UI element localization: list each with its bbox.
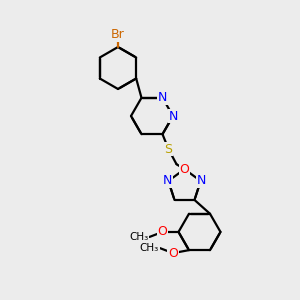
Text: O: O xyxy=(180,163,189,176)
Text: O: O xyxy=(168,247,178,260)
Text: O: O xyxy=(158,225,167,239)
Text: CH₃: CH₃ xyxy=(140,243,159,253)
Text: Br: Br xyxy=(111,28,125,41)
Text: N: N xyxy=(197,174,206,188)
Text: S: S xyxy=(164,143,172,156)
Text: N: N xyxy=(163,174,172,188)
Text: CH₃: CH₃ xyxy=(129,232,148,242)
Text: N: N xyxy=(158,91,167,104)
Text: N: N xyxy=(168,110,178,122)
